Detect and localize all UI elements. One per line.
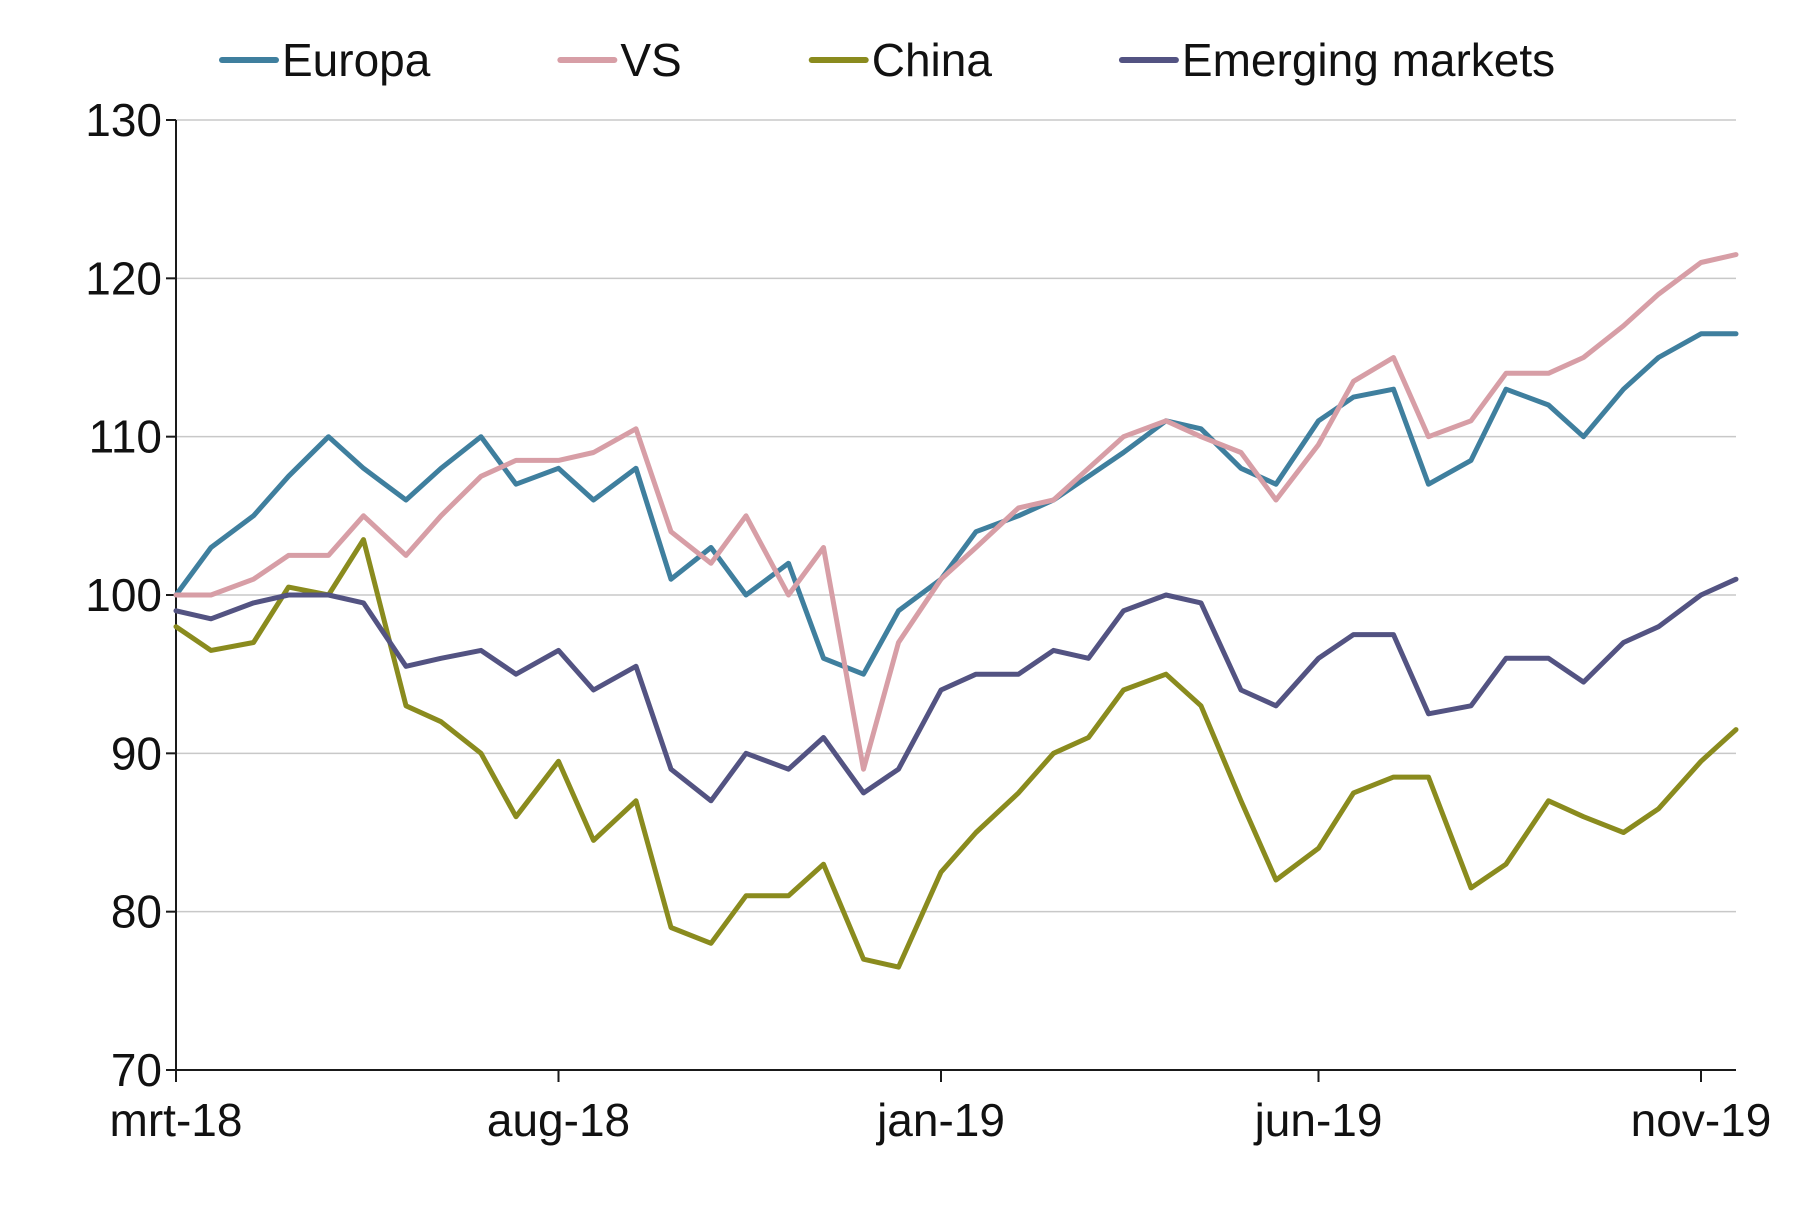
legend-label-vs: VS xyxy=(620,34,681,86)
legend-label-emerging-markets: Emerging markets xyxy=(1182,34,1555,86)
x-tick-label: jun-19 xyxy=(1253,1094,1383,1146)
series-line-emerging-markets xyxy=(173,576,1739,804)
axes: 70 80 90 100 110 120 130 mrt-18 aug-18 jan-19 jun-… xyxy=(85,94,1771,1146)
y-tick-label: 80 xyxy=(111,886,162,938)
y-tick-label: 70 xyxy=(111,1044,162,1096)
x-tick-label: jan-19 xyxy=(875,1094,1005,1146)
legend-label-europa: Europa xyxy=(282,34,431,86)
series-lines xyxy=(173,252,1739,970)
series-line-europa xyxy=(173,331,1739,677)
y-tick-label: 90 xyxy=(111,727,162,779)
legend: Europa VS China Emerging markets xyxy=(219,34,1555,86)
x-tick-label: aug-18 xyxy=(487,1094,630,1146)
y-tick-label: 130 xyxy=(85,94,162,146)
y-tick-label: 120 xyxy=(85,252,162,304)
series-line-vs xyxy=(173,252,1739,772)
y-tick-label: 110 xyxy=(89,411,162,463)
x-tick-label: nov-19 xyxy=(1631,1094,1772,1146)
y-tick-label: 100 xyxy=(85,569,162,621)
gridlines xyxy=(176,119,1736,913)
series-line-china xyxy=(173,537,1739,970)
legend-label-china: China xyxy=(872,34,993,86)
x-tick-label: mrt-18 xyxy=(110,1094,243,1146)
